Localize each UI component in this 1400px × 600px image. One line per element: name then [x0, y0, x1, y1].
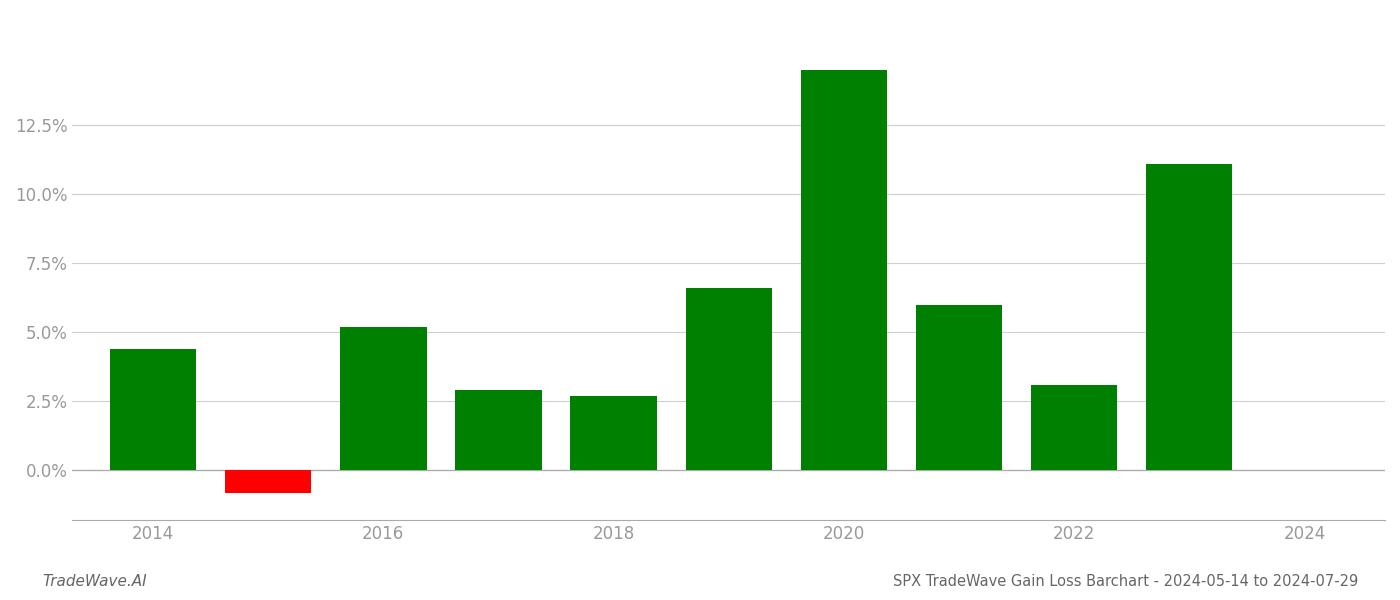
Bar	[1147, 164, 1232, 470]
Bar	[340, 327, 427, 470]
Bar	[111, 349, 196, 470]
Bar	[225, 470, 311, 493]
Bar	[1030, 385, 1117, 470]
Text: SPX TradeWave Gain Loss Barchart - 2024-05-14 to 2024-07-29: SPX TradeWave Gain Loss Barchart - 2024-…	[893, 574, 1358, 589]
Bar	[455, 391, 542, 470]
Bar	[686, 288, 771, 470]
Text: TradeWave.AI: TradeWave.AI	[42, 574, 147, 589]
Bar	[801, 70, 888, 470]
Bar	[916, 305, 1002, 470]
Bar	[570, 396, 657, 470]
